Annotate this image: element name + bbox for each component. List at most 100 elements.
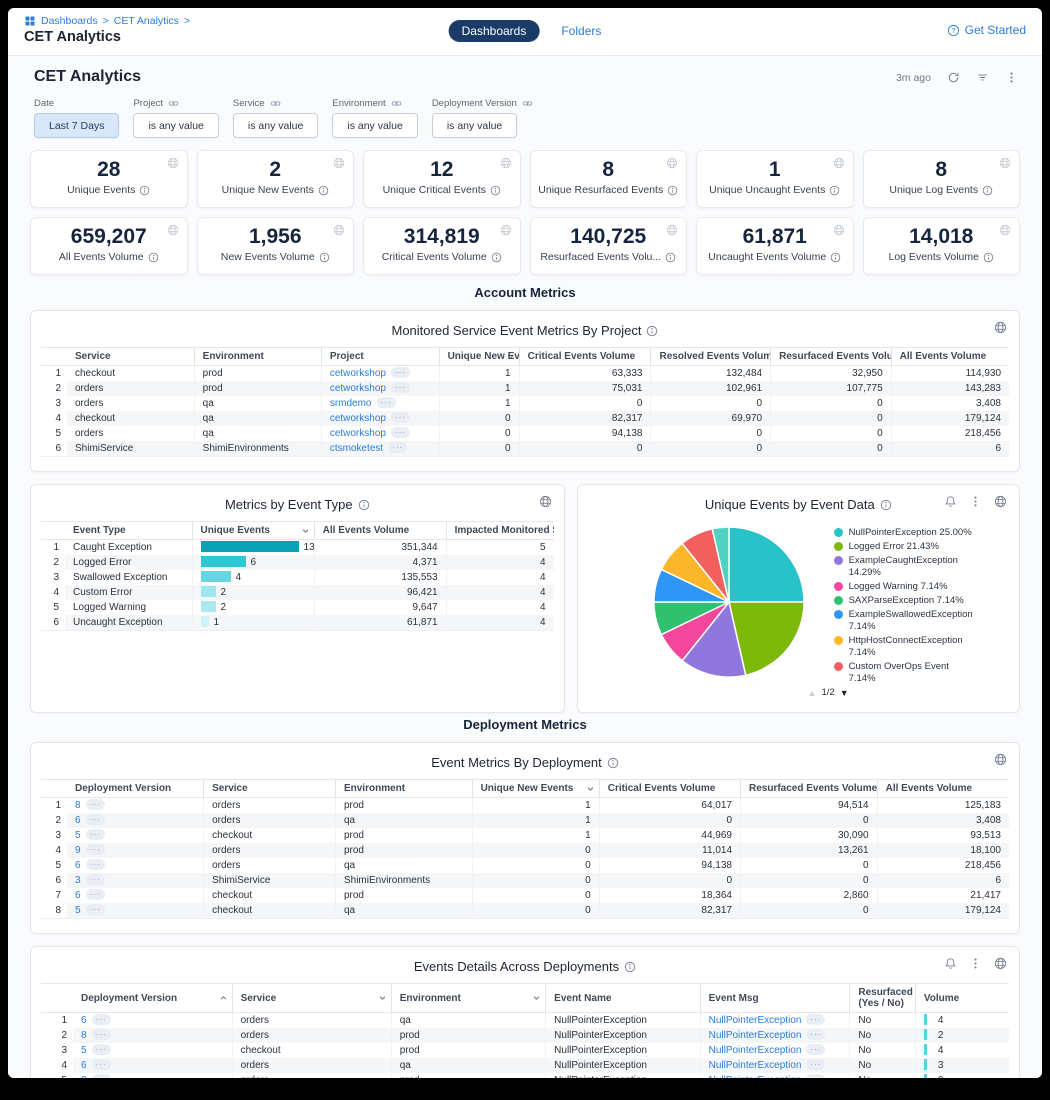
column-header[interactable]: Project: [321, 348, 439, 366]
info-icon[interactable]: [880, 499, 892, 511]
cell-link[interactable]: cetworkshop: [330, 413, 386, 424]
sort-desc-icon[interactable]: [377, 993, 388, 1004]
cell-link[interactable]: 5: [75, 830, 81, 841]
ellipsis-chip[interactable]: ···: [92, 1029, 111, 1040]
cell-link[interactable]: NullPointerException: [709, 1030, 802, 1041]
column-header[interactable]: All Events Volume: [891, 348, 1009, 366]
filter-date-button[interactable]: Last 7 Days: [34, 113, 119, 138]
column-header[interactable]: Service: [204, 780, 336, 798]
legend-item[interactable]: ExampleSwallowedException 7.14%: [834, 609, 977, 633]
info-icon[interactable]: [490, 185, 501, 196]
breadcrumb-dashboards[interactable]: Dashboards: [41, 15, 98, 27]
column-header[interactable]: Event Msg: [700, 984, 850, 1013]
info-icon[interactable]: [358, 499, 370, 511]
column-header[interactable]: Service: [67, 348, 194, 366]
sort-desc-icon[interactable]: [531, 993, 542, 1004]
filter-icon[interactable]: [976, 71, 989, 84]
column-header[interactable]: Deployment Version: [67, 780, 204, 798]
column-header[interactable]: Event Name: [546, 984, 700, 1013]
column-header[interactable]: Volume: [915, 984, 1009, 1013]
column-header[interactable]: Resurfaced Events Volume: [771, 348, 892, 366]
info-icon[interactable]: [665, 252, 676, 263]
info-icon[interactable]: [607, 757, 619, 769]
column-header[interactable]: Environment: [391, 984, 545, 1013]
cell-link[interactable]: srmdemo: [330, 398, 372, 409]
column-header[interactable]: Impacted Monitored Services: [446, 522, 554, 540]
legend-item[interactable]: ExampleCaughtException 14.29%: [834, 555, 977, 579]
sort-desc-icon[interactable]: [300, 525, 311, 536]
column-header[interactable]: Critical Events Volume: [599, 780, 740, 798]
cell-link[interactable]: 8: [81, 1030, 87, 1041]
ellipsis-chip[interactable]: ···: [806, 1044, 825, 1055]
cell-link[interactable]: 3: [75, 875, 81, 886]
ellipsis-chip[interactable]: ···: [377, 397, 396, 408]
cell-link[interactable]: 8: [81, 1075, 87, 1078]
info-icon[interactable]: [983, 252, 994, 263]
cell-link[interactable]: ctsmoketest: [330, 443, 383, 454]
refresh-icon[interactable]: [947, 71, 960, 84]
column-header[interactable]: Unique New Events: [472, 780, 599, 798]
cell-link[interactable]: 6: [75, 815, 81, 826]
cell-link[interactable]: NullPointerException: [709, 1045, 802, 1056]
cell-link[interactable]: 6: [75, 890, 81, 901]
ellipsis-chip[interactable]: ···: [391, 427, 410, 438]
cell-link[interactable]: NullPointerException: [709, 1075, 802, 1078]
bell-icon[interactable]: [944, 495, 957, 508]
ellipsis-chip[interactable]: ···: [391, 367, 410, 378]
pie-slice[interactable]: [729, 527, 804, 602]
tab-folders[interactable]: Folders: [561, 24, 601, 38]
more-menu-icon[interactable]: [1005, 71, 1018, 84]
info-icon[interactable]: [829, 185, 840, 196]
column-header[interactable]: Environment: [335, 780, 472, 798]
filter-project-button[interactable]: is any value: [133, 113, 218, 138]
column-header[interactable]: Unique New Ever: [439, 348, 519, 366]
legend-item[interactable]: SAXParseException 7.14%: [834, 595, 977, 607]
get-started-link[interactable]: Get Started: [947, 23, 1026, 37]
cell-link[interactable]: 8: [75, 800, 81, 811]
cell-link[interactable]: 9: [75, 845, 81, 856]
legend-item[interactable]: HttpHostConnectException 7.14%: [834, 635, 977, 659]
info-icon[interactable]: [139, 185, 150, 196]
legend-item[interactable]: Logged Error 21.43%: [834, 541, 977, 553]
sort-desc-icon[interactable]: [505, 351, 516, 362]
legend-pager[interactable]: ▲ 1/2 ▼: [808, 687, 977, 698]
column-header[interactable]: All Events Volume: [314, 522, 446, 540]
cell-link[interactable]: NullPointerException: [709, 1060, 802, 1071]
ellipsis-chip[interactable]: ···: [388, 442, 407, 453]
breadcrumb-cet-analytics[interactable]: CET Analytics: [114, 15, 179, 27]
cell-link[interactable]: 6: [81, 1060, 87, 1071]
ellipsis-chip[interactable]: ···: [86, 904, 105, 915]
cell-link[interactable]: cetworkshop: [330, 428, 386, 439]
info-icon[interactable]: [318, 185, 329, 196]
info-icon[interactable]: [491, 252, 502, 263]
apps-grid-icon[interactable]: [24, 15, 36, 27]
cell-link[interactable]: NullPointerException: [709, 1015, 802, 1026]
bell-icon[interactable]: [944, 957, 957, 970]
ellipsis-chip[interactable]: ···: [86, 859, 105, 870]
column-header[interactable]: All Events Volume: [877, 780, 1009, 798]
ellipsis-chip[interactable]: ···: [806, 1059, 825, 1070]
ellipsis-chip[interactable]: ···: [806, 1029, 825, 1040]
cell-link[interactable]: 5: [81, 1045, 87, 1056]
column-header[interactable]: Unique Events: [192, 522, 314, 540]
ellipsis-chip[interactable]: ···: [92, 1074, 111, 1078]
tab-dashboards[interactable]: Dashboards: [449, 20, 540, 42]
more-menu-icon[interactable]: [969, 957, 982, 970]
column-header[interactable]: Resurfaced(Yes / No): [850, 984, 916, 1013]
legend-item[interactable]: Logged Warning 7.14%: [834, 581, 977, 593]
cell-link[interactable]: 5: [75, 905, 81, 916]
ellipsis-chip[interactable]: ···: [92, 1014, 111, 1025]
info-icon[interactable]: [646, 325, 658, 337]
ellipsis-chip[interactable]: ···: [391, 412, 410, 423]
ellipsis-chip[interactable]: ···: [806, 1014, 825, 1025]
info-icon[interactable]: [830, 252, 841, 263]
column-header[interactable]: Deployment Version: [73, 984, 232, 1013]
info-icon[interactable]: [148, 252, 159, 263]
legend-item[interactable]: NullPointerException 25.00%: [834, 527, 977, 539]
ellipsis-chip[interactable]: ···: [86, 844, 105, 855]
sort-asc-icon[interactable]: [218, 993, 229, 1004]
ellipsis-chip[interactable]: ···: [92, 1044, 111, 1055]
info-icon[interactable]: [319, 252, 330, 263]
more-menu-icon[interactable]: [969, 495, 982, 508]
filter-service-button[interactable]: is any value: [233, 113, 318, 138]
